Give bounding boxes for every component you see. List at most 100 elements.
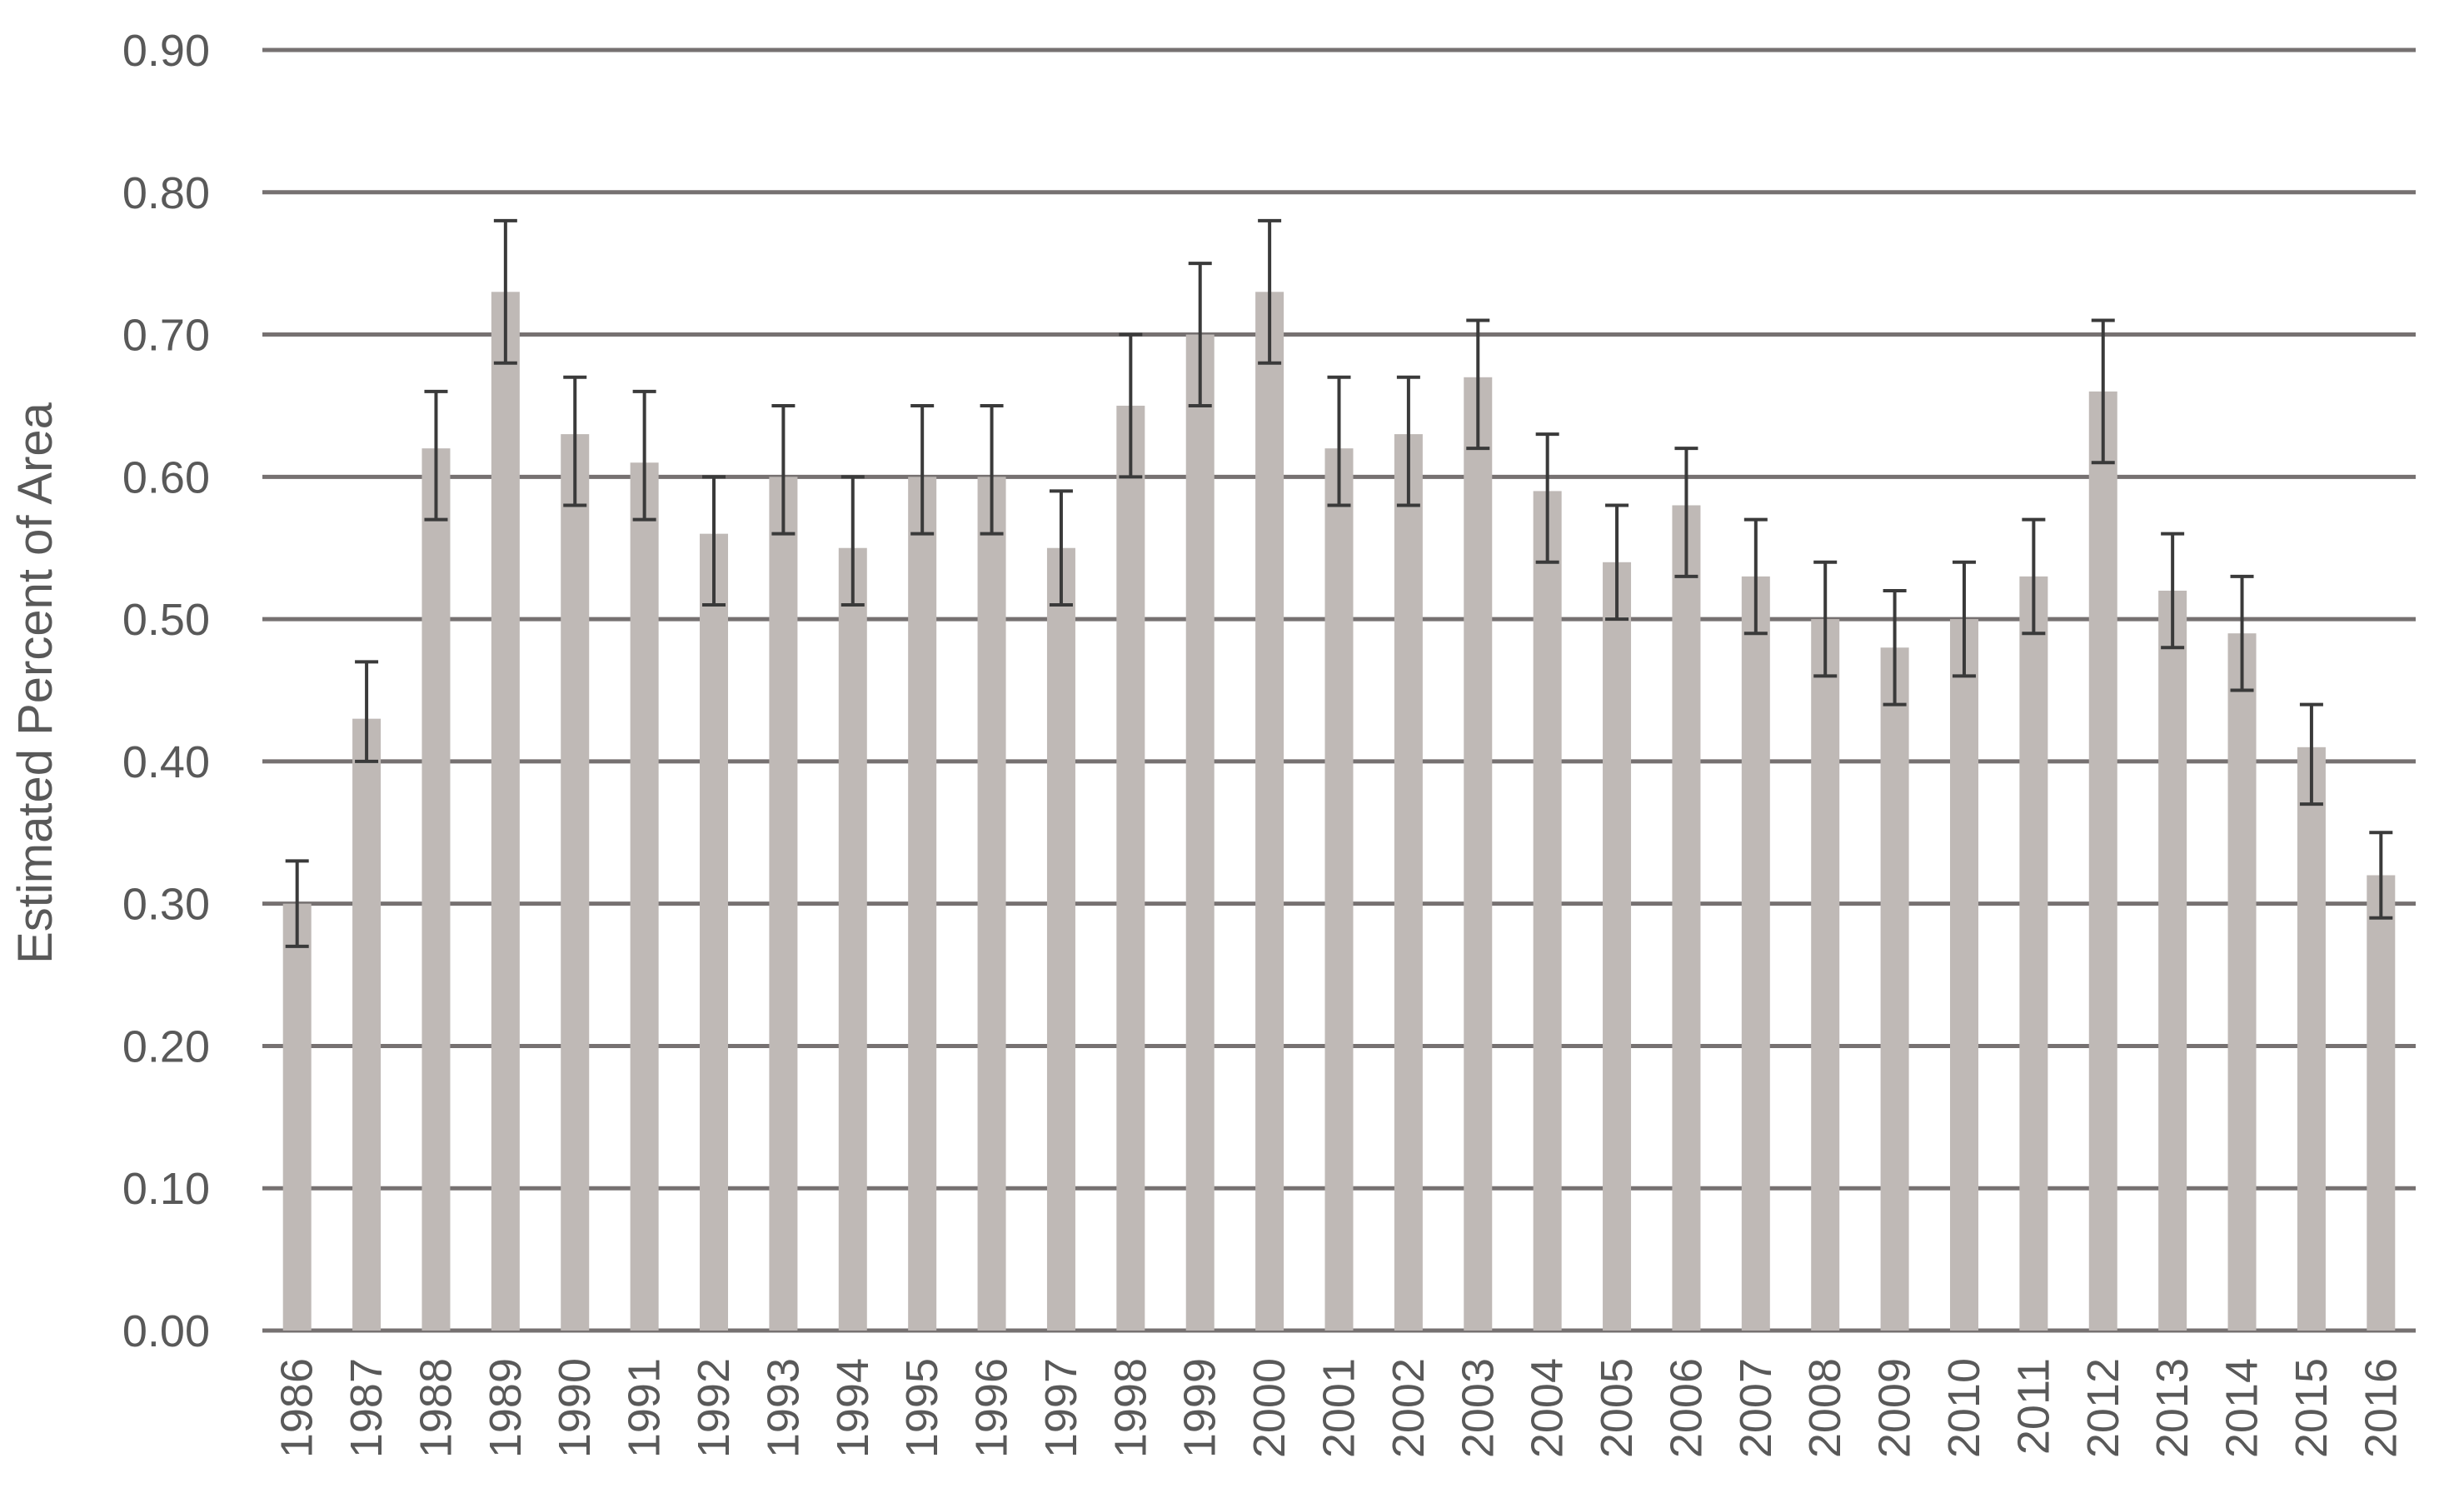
error-bar-1991 xyxy=(632,389,656,522)
error-bar-2008 xyxy=(1813,560,1838,678)
bar-1991 xyxy=(630,462,659,1331)
x-tick-label: 2002 xyxy=(1384,1358,1434,1458)
bar-2005 xyxy=(1603,562,1632,1331)
error-bar-1996 xyxy=(980,403,1004,536)
error-bar-2009 xyxy=(1883,588,1907,707)
y-tick-label: 0.10 xyxy=(122,1164,210,1214)
y-tick-label: 0.40 xyxy=(122,737,210,787)
x-tick-label: 1989 xyxy=(481,1358,531,1458)
error-bar-2001 xyxy=(1327,375,1351,507)
bar-1993 xyxy=(769,477,798,1331)
bar-1998 xyxy=(1116,405,1145,1331)
x-tick-label: 2008 xyxy=(1800,1358,1850,1458)
x-tick-label: 2007 xyxy=(1731,1358,1781,1458)
error-bar-2004 xyxy=(1535,432,1559,564)
error-bar-1988 xyxy=(424,389,448,522)
y-tick-label: 0.80 xyxy=(122,168,210,218)
y-tick-label: 0.30 xyxy=(122,880,210,930)
error-bar-1999 xyxy=(1188,262,1212,407)
x-tick-label: 2012 xyxy=(2078,1358,2128,1458)
x-tick-label: 2003 xyxy=(1453,1358,1503,1458)
y-tick-label: 0.70 xyxy=(122,311,210,361)
bar-2015 xyxy=(2297,747,2326,1331)
error-bar-2000 xyxy=(1258,218,1282,365)
bar-1997 xyxy=(1046,547,1075,1331)
bar-1986 xyxy=(282,903,312,1331)
x-tick-label: 2006 xyxy=(1661,1358,1711,1458)
bar-1989 xyxy=(491,292,520,1331)
bar-2013 xyxy=(2158,590,2187,1331)
error-bar-2003 xyxy=(1466,318,1490,451)
error-bar-1994 xyxy=(840,475,865,607)
x-tick-label: 2000 xyxy=(1244,1358,1294,1458)
x-tick-label: 1993 xyxy=(758,1358,808,1458)
x-tick-label: 2016 xyxy=(2356,1358,2406,1458)
y-tick-label: 0.00 xyxy=(122,1306,210,1356)
bar-2007 xyxy=(1741,576,1770,1331)
bar-2002 xyxy=(1394,434,1423,1331)
bar-2009 xyxy=(1880,647,1909,1331)
error-bar-2010 xyxy=(1952,560,1976,678)
bar-1995 xyxy=(908,477,937,1331)
error-bar-1998 xyxy=(1119,332,1143,479)
x-tick-label: 1997 xyxy=(1036,1358,1086,1458)
bars xyxy=(282,292,2396,1331)
bar-1990 xyxy=(561,434,590,1331)
y-tick-label: 0.50 xyxy=(122,595,210,645)
x-tick-label: 1990 xyxy=(550,1358,600,1458)
error-bar-2011 xyxy=(2022,517,2046,636)
x-tick-label: 1995 xyxy=(897,1358,947,1458)
x-tick-label: 1991 xyxy=(620,1358,670,1458)
bar-2006 xyxy=(1672,505,1701,1331)
x-tick-label: 2014 xyxy=(2217,1358,2267,1458)
error-bar-2002 xyxy=(1396,375,1420,507)
bar-2001 xyxy=(1324,448,1354,1331)
x-tick-label: 1999 xyxy=(1175,1358,1225,1458)
x-tick-label: 2011 xyxy=(2008,1358,2058,1455)
bar-1992 xyxy=(700,533,729,1331)
error-bar-2013 xyxy=(2161,532,2185,650)
bar-2012 xyxy=(2088,391,2117,1331)
error-bar-1989 xyxy=(493,218,517,365)
x-tick-label: 2015 xyxy=(2287,1358,2337,1458)
error-bar-1987 xyxy=(355,660,379,763)
x-tick-label: 1987 xyxy=(342,1358,392,1458)
x-tick-label: 2013 xyxy=(2147,1358,2197,1458)
bar-1987 xyxy=(352,718,382,1331)
bar-1994 xyxy=(838,547,867,1331)
y-axis-ticks: 0.00 0.10 0.20 0.30 0.40 0.50 0.60 0.70 0.80 0.90 xyxy=(122,26,210,1356)
error-bar-1990 xyxy=(563,375,587,507)
y-tick-label: 0.90 xyxy=(122,26,210,76)
bar-2003 xyxy=(1464,377,1493,1331)
error-bars xyxy=(285,218,2393,948)
x-tick-label: 1996 xyxy=(967,1358,1017,1458)
error-bar-2012 xyxy=(2091,318,2115,465)
bar-2014 xyxy=(2227,633,2257,1331)
x-tick-label: 1998 xyxy=(1105,1358,1155,1458)
bar-2000 xyxy=(1255,292,1284,1331)
x-tick-label: 2010 xyxy=(1939,1358,1989,1458)
error-bar-1997 xyxy=(1049,489,1073,607)
y-tick-label: 0.20 xyxy=(122,1021,210,1071)
error-bar-2005 xyxy=(1605,503,1629,622)
bar-2011 xyxy=(2019,576,2048,1331)
x-tick-label: 2009 xyxy=(1870,1358,1920,1458)
error-bar-1993 xyxy=(771,403,796,536)
x-tick-label: 1994 xyxy=(828,1358,878,1458)
bar-2004 xyxy=(1533,491,1562,1331)
bar-1988 xyxy=(421,448,451,1331)
y-axis-label: Estimated Percent of Area xyxy=(8,402,62,964)
bar-2008 xyxy=(1811,619,1840,1331)
error-bar-2014 xyxy=(2230,574,2254,692)
error-bar-2015 xyxy=(2299,702,2323,806)
x-tick-label: 1992 xyxy=(689,1358,739,1458)
bar-1999 xyxy=(1185,334,1215,1331)
error-bar-2006 xyxy=(1674,447,1698,578)
error-bar-2007 xyxy=(1743,517,1768,636)
x-tick-label: 2001 xyxy=(1314,1358,1364,1458)
x-tick-label: 1986 xyxy=(272,1358,322,1458)
error-bar-1992 xyxy=(702,475,726,607)
bar-2016 xyxy=(2367,875,2396,1331)
x-tick-label: 2005 xyxy=(1592,1358,1642,1458)
